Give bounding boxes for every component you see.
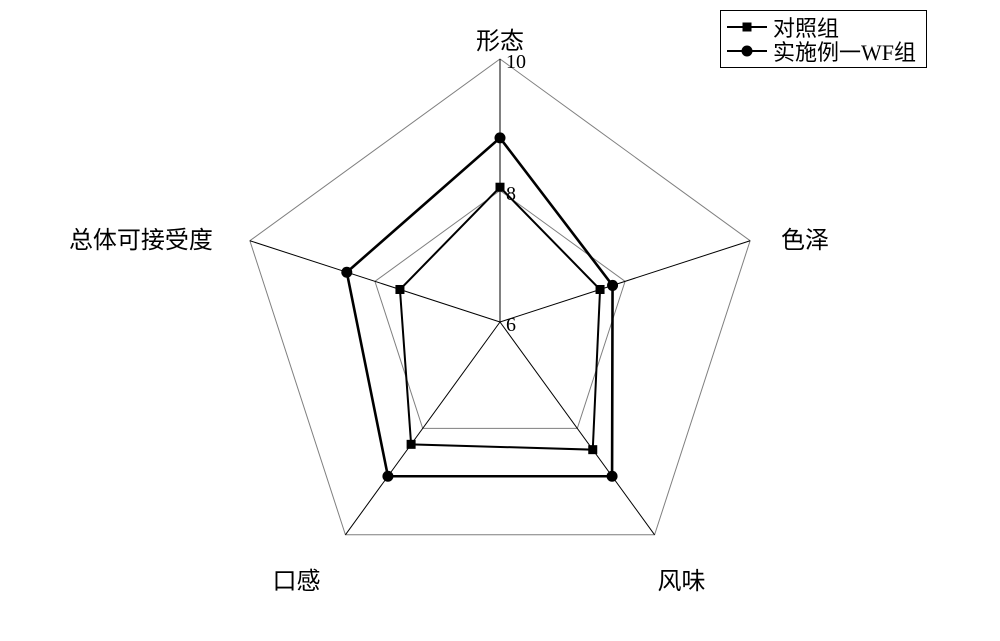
tick-label-6: 6 bbox=[506, 314, 516, 337]
legend-marker-circle-icon bbox=[727, 41, 767, 61]
tick-label-10: 10 bbox=[506, 51, 526, 74]
axis-label-fengwei: 风味 bbox=[658, 561, 706, 596]
radar-chart-container: 形态 色泽 风味 口感 总体可接受度 6 8 10 对照组 实施例一WF组 bbox=[0, 0, 1000, 641]
legend-item-wf: 实施例一WF组 bbox=[727, 39, 916, 63]
axis-label-kougan: 口感 bbox=[272, 561, 320, 596]
legend-label-wf: 实施例一WF组 bbox=[773, 35, 916, 67]
legend-marker-square-icon bbox=[727, 17, 767, 37]
chart-legend: 对照组 实施例一WF组 bbox=[720, 10, 927, 68]
radar-svg bbox=[0, 0, 1000, 641]
tick-label-8: 8 bbox=[506, 183, 516, 206]
axis-label-zongti: 总体可接受度 bbox=[69, 220, 213, 255]
axis-label-seze: 色泽 bbox=[781, 220, 829, 255]
